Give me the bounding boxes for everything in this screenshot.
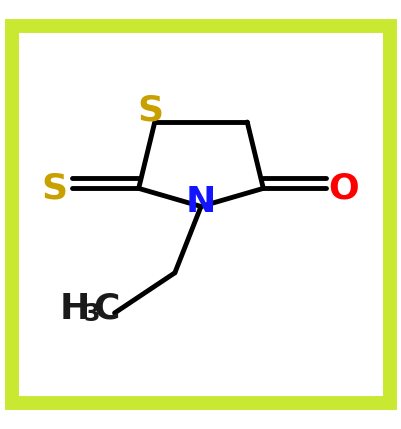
Text: S: S [41,171,67,205]
Text: S: S [138,94,163,128]
Text: O: O [328,171,358,205]
Text: H: H [59,292,89,326]
Text: N: N [185,185,216,220]
Text: 3: 3 [83,302,99,326]
Text: C: C [93,292,119,326]
